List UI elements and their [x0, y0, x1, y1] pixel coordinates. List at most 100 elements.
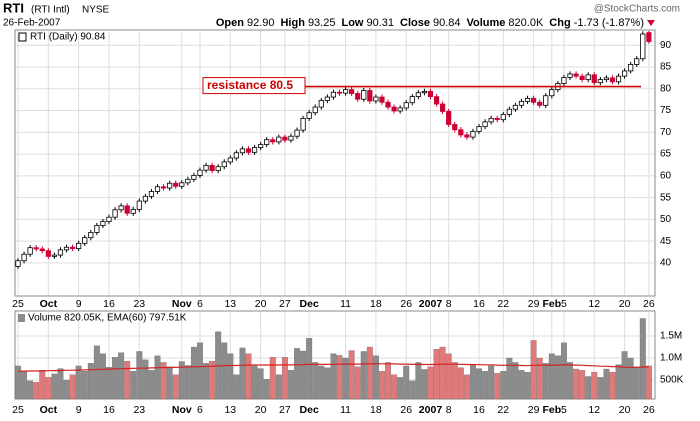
candle-body [512, 104, 519, 110]
candle-body [324, 96, 330, 101]
volume-bar [190, 346, 197, 400]
volume-bar [391, 374, 398, 400]
candle-body [355, 93, 361, 100]
candle-body [476, 126, 482, 132]
y-tick-label: 1.0M [660, 353, 682, 364]
candle-body [349, 89, 355, 94]
y-tick-label: 80 [660, 83, 672, 94]
x-tick-label: 12 [588, 404, 600, 416]
candle-body [294, 129, 300, 137]
candle-body [100, 221, 106, 226]
brand: @StockCharts.com [594, 4, 680, 15]
candle-body [622, 70, 628, 77]
volume-bar [160, 362, 167, 400]
volume-bar [142, 359, 149, 400]
x-tick-label: 5 [561, 298, 567, 310]
candle-body [15, 260, 21, 267]
y-tick-label: 75 [660, 105, 672, 116]
volume-bar [488, 365, 495, 400]
volume-bar [354, 366, 361, 400]
x-tick-label: 29 [528, 298, 540, 310]
volume-bar [421, 369, 428, 400]
volume-bar [63, 379, 70, 400]
candle-body [282, 136, 288, 141]
candle-body [506, 108, 512, 115]
volume-bar [221, 342, 228, 400]
x-tick-label: 12 [588, 298, 600, 310]
x-tick-label: 16 [473, 404, 485, 416]
volume-bar [433, 349, 440, 400]
candle-body [39, 248, 45, 252]
candle-body [640, 33, 646, 60]
candle-body [634, 58, 640, 65]
x-tick-label: 11 [340, 298, 351, 310]
volume-bar [463, 374, 470, 400]
volume-bar [87, 363, 94, 400]
volume-bar [603, 368, 610, 400]
candle-body [191, 175, 197, 180]
candle-body [403, 102, 409, 109]
volume-bar [542, 363, 549, 400]
down-arrow [647, 20, 655, 26]
volume-bar [93, 345, 100, 400]
y-tick-label: 500K [660, 375, 684, 386]
volume-bar [385, 362, 391, 400]
volume-bar [597, 377, 604, 400]
volume-bar [318, 365, 325, 400]
quote-value: -1.73 (-1.87%) [574, 17, 644, 29]
volume-bar [627, 357, 634, 400]
x-tick-label: 6 [197, 298, 203, 310]
x-tick-label: 8 [446, 298, 452, 310]
volume-bar [136, 351, 143, 400]
candle-body [415, 92, 421, 98]
quote-label: High [280, 17, 305, 29]
legend: RTI (Daily) 90.84 [30, 32, 106, 43]
candle-body [397, 107, 403, 112]
candle-body [482, 121, 488, 128]
y-tick-label: 1.5M [660, 331, 682, 342]
volume-bar [512, 362, 519, 400]
volume-bar [154, 355, 161, 400]
volume-bar [548, 353, 555, 400]
x-tick-label: Dec [300, 404, 319, 416]
candle-body [251, 147, 258, 153]
volume-bar [494, 373, 501, 400]
volume-bar [130, 371, 137, 400]
x-tick-label: 9 [76, 298, 82, 310]
volume-bar [178, 361, 185, 400]
candle-body [130, 208, 136, 214]
candle-body [33, 247, 39, 250]
y-tick-label: 90 [660, 40, 672, 51]
quote: Open 92.90 High 93.25 Low 90.31 Close 90.84 Volu… [216, 17, 644, 29]
x-tick-label: 22 [497, 298, 509, 310]
volume-bar [366, 346, 373, 400]
volume-bar [51, 373, 58, 400]
quote-value: 93.25 [308, 17, 336, 29]
volume-bar [172, 374, 179, 400]
volume-bar [227, 353, 234, 400]
volume-bar [269, 357, 276, 400]
volume-bar [148, 370, 155, 400]
volume-bar [639, 318, 646, 400]
volume-bar [106, 367, 112, 400]
annotation-box [202, 77, 306, 95]
volume-bar [263, 378, 270, 400]
volume-bar [184, 365, 191, 400]
candle-body [421, 90, 428, 94]
candle-body [160, 186, 167, 189]
x-tick-label: 2007 [419, 298, 443, 310]
x-tick-label: 26 [400, 298, 412, 310]
candle-body [452, 124, 458, 131]
candle-body [185, 178, 191, 184]
candle-body [209, 164, 215, 172]
volume-bar [281, 357, 288, 400]
candle-body [270, 139, 276, 143]
candle-body [88, 232, 94, 239]
candle-body [227, 157, 233, 163]
volume-bar [330, 353, 337, 400]
x-tick-label: 27 [279, 404, 291, 416]
volume-bar [645, 365, 652, 400]
candle-body [524, 97, 531, 102]
quote-value: 90.31 [366, 17, 394, 29]
volume-bar [585, 376, 592, 400]
